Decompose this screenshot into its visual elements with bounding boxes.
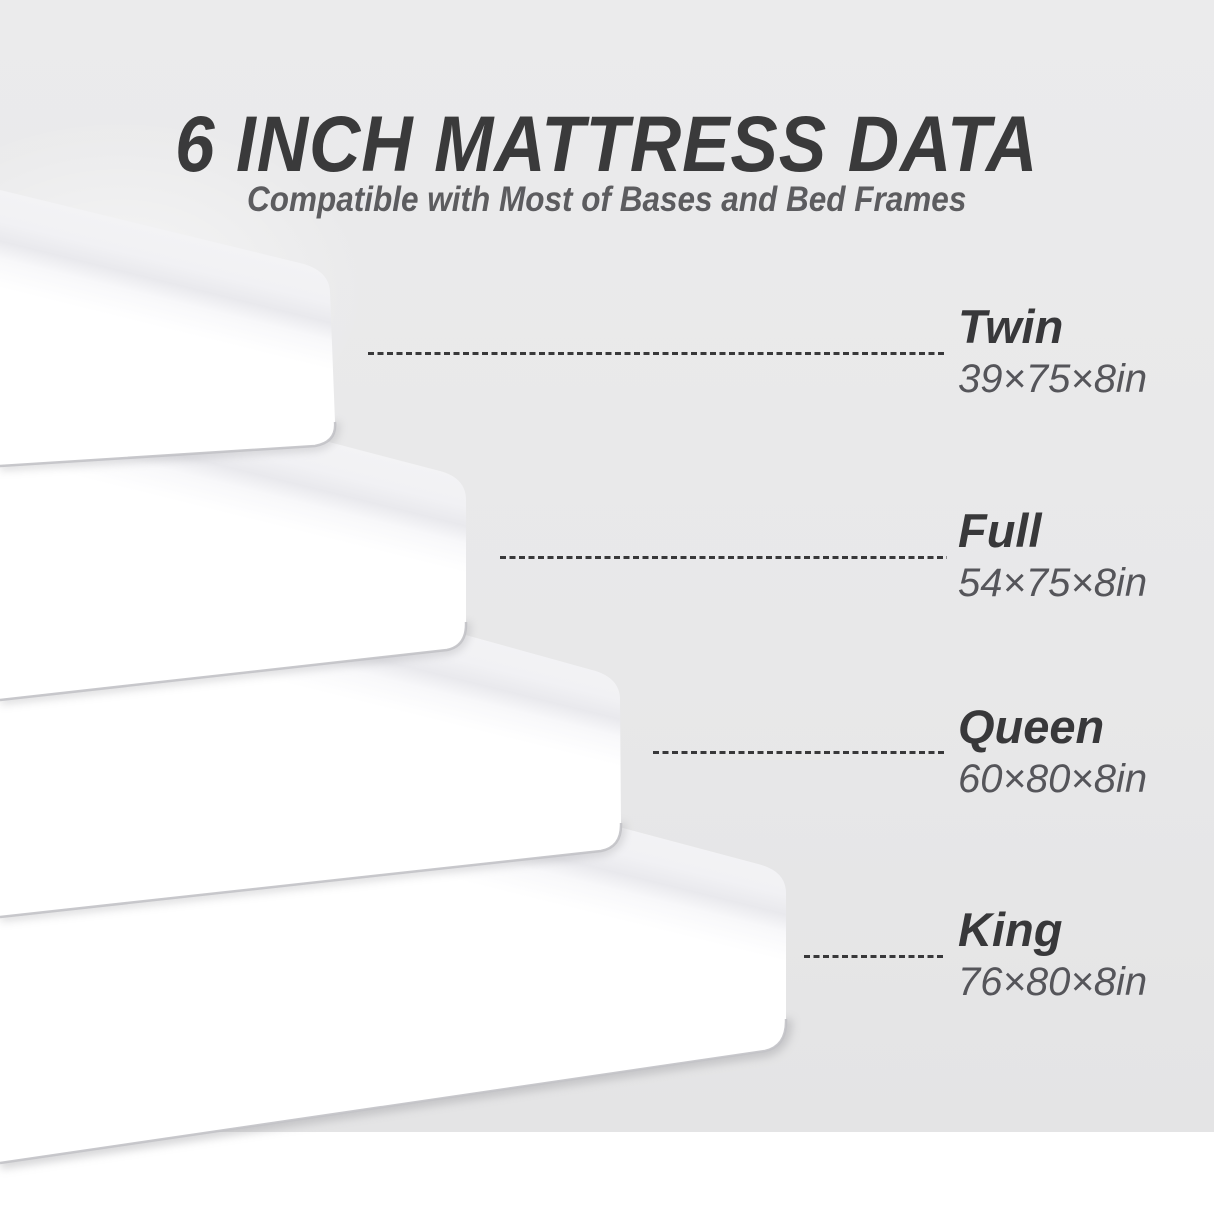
full-bottom-edge (0, 621, 468, 702)
size-name: Queen (958, 700, 1105, 753)
page-title: 6 INCH MATTRESS DATA (0, 104, 1214, 183)
size-name: Twin (958, 300, 1064, 353)
size-label-twin: Twin 39×75×8in (958, 302, 1147, 402)
size-label-king: King 76×80×8in (958, 905, 1147, 1005)
leader-line-twin (368, 352, 946, 355)
size-dimensions: 60×80×8in (958, 757, 1148, 801)
king-bottom-edge (0, 1018, 788, 1165)
size-dimensions: 39×75×8in (958, 357, 1148, 401)
size-name: King (958, 903, 1063, 956)
size-label-queen: Queen 60×80×8in (958, 702, 1147, 802)
floor (0, 1132, 1214, 1214)
leader-line-king (804, 955, 946, 958)
size-name: Full (958, 504, 1042, 557)
page-title-text: 6 INCH MATTRESS DATA (175, 99, 1039, 188)
queen-bottom-edge (0, 822, 623, 919)
page-subtitle: Compatible with Most of Bases and Bed Fr… (0, 180, 1214, 220)
leader-line-queen (653, 751, 947, 754)
size-dimensions: 76×80×8in (958, 960, 1148, 1004)
mattress-twin (0, 190, 336, 466)
leader-line-full (500, 556, 947, 559)
page-subtitle-text: Compatible with Most of Bases and Bed Fr… (247, 180, 967, 219)
size-label-full: Full 54×75×8in (958, 506, 1147, 606)
size-dimensions: 54×75×8in (958, 561, 1148, 605)
twin-bottom-edge (0, 421, 337, 468)
